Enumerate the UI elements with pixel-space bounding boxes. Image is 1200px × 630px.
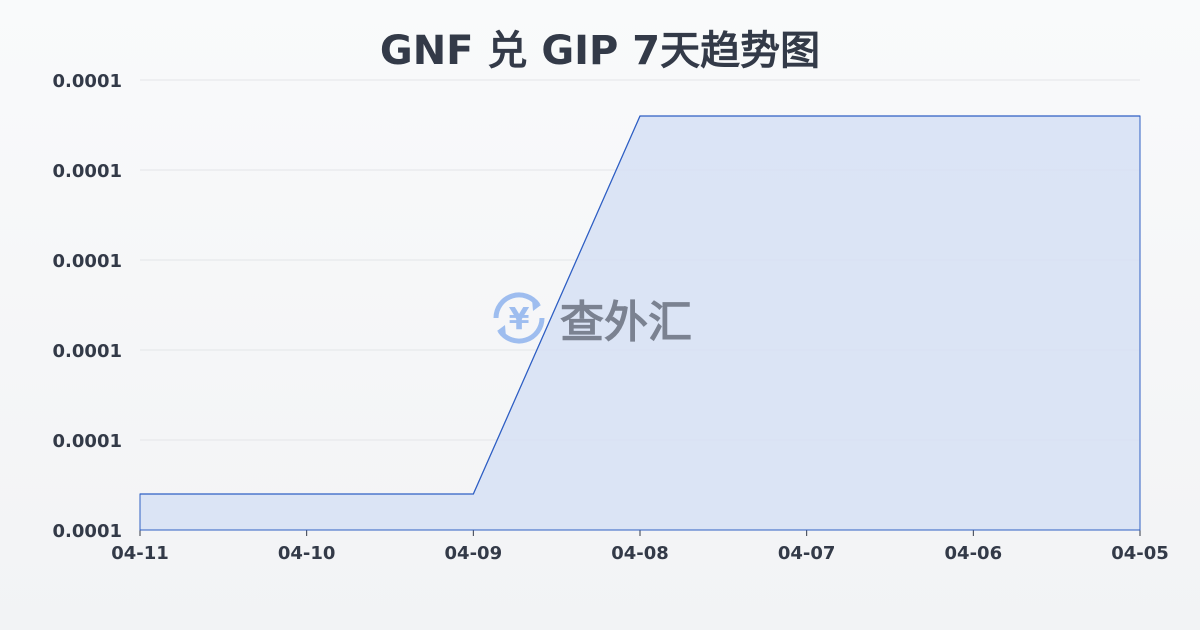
series-line <box>140 115 1140 495</box>
chart-title: GNF 兑 GIP 7天趋势图 <box>379 28 821 74</box>
watermark: ¥ 查外汇 <box>488 286 692 350</box>
y-tick-label: 0.0001 <box>53 521 122 542</box>
x-tick-label: 04-11 <box>111 543 169 564</box>
y-tick-label: 0.0001 <box>53 251 122 272</box>
y-tick-label: 0.0001 <box>53 161 122 182</box>
y-tick-label: 0.0001 <box>53 341 122 362</box>
y-tick-label: 0.0001 <box>53 71 122 92</box>
x-tick-label: 04-10 <box>278 543 336 564</box>
x-tick-label: 04-06 <box>945 543 1003 564</box>
svg-text:¥: ¥ <box>509 302 530 337</box>
x-tick-label: 04-09 <box>445 543 503 564</box>
x-tick-label: 04-05 <box>1111 543 1169 564</box>
yen-exchange-icon: ¥ <box>493 292 545 344</box>
y-tick-label: 0.0001 <box>53 431 122 452</box>
watermark-text: 查外汇 <box>560 297 692 348</box>
x-tick-label: 04-07 <box>778 543 836 564</box>
x-tick-label: 04-08 <box>611 543 669 564</box>
